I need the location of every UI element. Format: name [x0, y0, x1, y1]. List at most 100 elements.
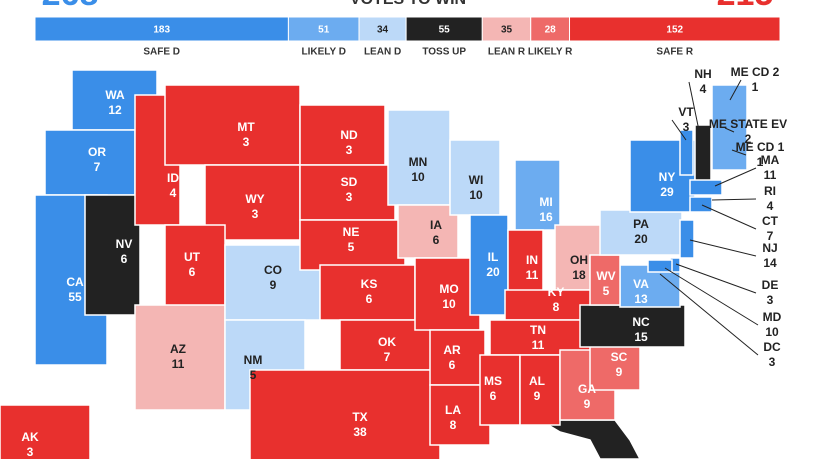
state-abbr: RI — [764, 184, 776, 198]
segment-value: 183 — [153, 25, 170, 36]
state-abbr: CA — [66, 275, 84, 289]
state-ev: 9 — [270, 278, 277, 292]
state-abbr: MI — [539, 195, 552, 209]
state-ev: 11 — [172, 357, 185, 371]
state-ev: 2 — [745, 132, 752, 146]
state-abbr: OK — [378, 335, 396, 349]
state-ev: 5 — [348, 240, 355, 254]
state-ev: 15 — [634, 330, 648, 344]
segment-value: 35 — [501, 25, 513, 36]
segment-label: LEAN D — [364, 47, 401, 58]
state-abbr: WY — [245, 192, 264, 206]
state-abbr: NC — [632, 315, 650, 329]
state-abbr: TN — [530, 323, 546, 337]
state-shape — [589, 254, 621, 306]
state-shape — [694, 124, 712, 186]
state-ev: 9 — [616, 365, 623, 379]
state-shape — [449, 139, 501, 216]
leader-line — [659, 273, 759, 356]
state-ev: 6 — [189, 265, 196, 279]
bar-segment — [530, 16, 571, 42]
leader-line — [688, 81, 704, 151]
state-abbr: UT — [184, 250, 201, 264]
state-abbr: NE — [343, 225, 360, 239]
leader-line — [731, 149, 747, 156]
leader-line — [714, 167, 757, 187]
state-abbr: WI — [469, 173, 484, 187]
bar-segment — [287, 16, 360, 42]
state-ev: 20 — [634, 232, 648, 246]
segment-value: 28 — [545, 25, 557, 36]
state-ev: 10 — [411, 170, 425, 184]
state-shape — [387, 109, 451, 206]
leader-line — [711, 198, 757, 201]
state-abbr: IL — [488, 250, 499, 264]
leader-line — [689, 239, 757, 257]
state-shape — [469, 214, 509, 316]
state-shape — [679, 129, 694, 176]
left-total: 268 — [42, 0, 99, 13]
state-shape — [299, 164, 396, 221]
state-ev: 11 — [764, 168, 777, 182]
state-ev: 6 — [366, 292, 373, 306]
state-ev: 9 — [584, 397, 591, 411]
state-ev: 3 — [683, 120, 690, 134]
segment-value: 152 — [666, 25, 683, 36]
state-abbr: KY — [548, 285, 565, 299]
state-abbr: SD — [341, 175, 358, 189]
state-ev: 3 — [767, 293, 774, 307]
state-ev: 4 — [767, 199, 774, 213]
state-abbr: IN — [526, 253, 538, 267]
segment-label: LIKELY R — [528, 47, 573, 58]
state-ev: 3 — [769, 355, 776, 369]
state-ev: 38 — [353, 425, 367, 439]
leader-line — [729, 79, 742, 101]
state-ev: 1 — [752, 80, 759, 94]
state-ev: 7 — [767, 229, 774, 243]
florida-shape — [537, 419, 641, 459]
state-ev: 3 — [346, 190, 353, 204]
state-abbr: WA — [105, 88, 125, 102]
state-abbr: IA — [430, 218, 442, 232]
bar-segment — [405, 16, 483, 42]
state-ev: 55 — [68, 290, 82, 304]
state-ev: 1 — [757, 155, 764, 169]
state-ev: 3 — [252, 207, 259, 221]
state-abbr: KS — [361, 277, 378, 291]
state-shape — [689, 179, 723, 196]
state-ev: 6 — [490, 389, 497, 403]
state-shape — [519, 354, 561, 426]
segment-value: 55 — [439, 25, 451, 36]
state-abbr: DC — [763, 340, 781, 354]
state-ev: 10 — [469, 188, 483, 202]
state-abbr: MD — [763, 310, 782, 324]
state-abbr: ME CD 1 — [736, 140, 785, 154]
state-abbr: MN — [409, 155, 428, 169]
state-ev: 6 — [433, 233, 440, 247]
state-abbr: ME CD 2 — [731, 65, 780, 79]
state-ev: 6 — [449, 358, 456, 372]
state-ev: 11 — [532, 338, 545, 352]
segment-label: LIKELY D — [301, 47, 345, 58]
state-ev: 3 — [27, 445, 34, 459]
state-ev: 29 — [660, 185, 674, 199]
state-ev: 10 — [442, 297, 456, 311]
state-abbr: AL — [529, 374, 545, 388]
state-shape — [249, 369, 441, 459]
state-ev: 5 — [250, 368, 257, 382]
state-ev: 8 — [553, 300, 560, 314]
state-shape — [679, 219, 695, 259]
state-ev: 9 — [534, 389, 541, 403]
state-abbr: ME STATE EV — [709, 117, 787, 131]
bar-segment — [569, 16, 781, 42]
state-abbr: NJ — [762, 241, 777, 255]
state-shapes — [0, 69, 748, 459]
state-abbr: NV — [116, 237, 133, 251]
state-ev: 4 — [170, 186, 177, 200]
state-abbr: GA — [578, 382, 596, 396]
state-shape — [319, 264, 416, 321]
segment-value: 51 — [318, 25, 330, 36]
state-ev: 11 — [526, 268, 539, 282]
state-shape — [44, 129, 136, 196]
state-ev: 16 — [539, 210, 553, 224]
